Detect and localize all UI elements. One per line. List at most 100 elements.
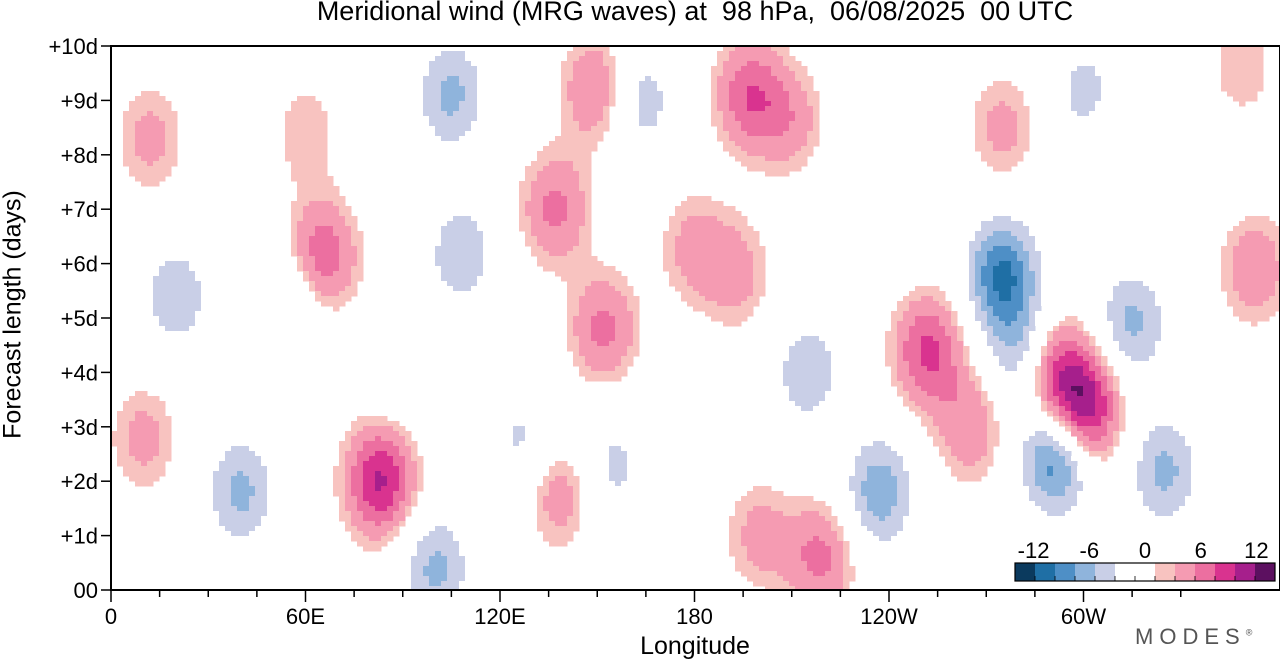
field-cell	[1059, 341, 1066, 347]
field-cell	[1089, 51, 1096, 57]
field-cell	[141, 101, 148, 107]
field-cell	[567, 301, 574, 307]
field-cell	[603, 71, 610, 77]
field-cell	[309, 101, 316, 107]
field-cell	[693, 211, 700, 217]
field-cell	[1239, 71, 1246, 77]
field-cell	[117, 431, 124, 437]
field-cell	[1005, 261, 1012, 267]
field-cell	[1029, 431, 1036, 437]
field-cell	[969, 286, 976, 292]
field-cell	[1155, 306, 1162, 312]
field-cell	[465, 281, 472, 287]
field-cell	[603, 126, 610, 132]
field-cell	[1089, 411, 1096, 417]
field-cell	[723, 246, 730, 252]
field-cell	[969, 266, 976, 272]
field-cell	[777, 376, 784, 382]
field-cell	[519, 226, 526, 232]
field-cell	[333, 221, 340, 227]
field-cell	[1017, 226, 1024, 232]
field-cell	[939, 406, 946, 412]
field-cell	[1269, 226, 1276, 232]
field-cell	[783, 146, 790, 152]
field-cell	[1227, 256, 1234, 262]
field-cell	[435, 131, 442, 137]
field-cell	[801, 421, 808, 427]
field-cell	[333, 301, 340, 307]
field-cell	[279, 296, 286, 302]
field-cell	[315, 111, 322, 117]
field-cell	[189, 246, 196, 252]
field-cell	[1263, 261, 1270, 267]
field-cell	[1095, 66, 1102, 72]
field-cell	[609, 376, 616, 382]
field-cell	[549, 186, 556, 192]
field-cell	[1029, 281, 1036, 287]
field-cell	[621, 356, 628, 362]
field-cell	[975, 316, 982, 322]
field-cell	[327, 196, 334, 202]
field-cell	[147, 136, 154, 142]
field-cell	[471, 251, 478, 257]
field-cell	[585, 276, 592, 282]
field-cell	[621, 326, 628, 332]
field-cell	[615, 361, 622, 367]
field-cell	[597, 316, 604, 322]
field-cell	[813, 321, 820, 327]
field-cell	[477, 81, 484, 87]
field-cell	[981, 111, 988, 117]
field-cell	[1185, 421, 1192, 427]
field-cell	[987, 151, 994, 157]
field-cell	[141, 286, 148, 292]
field-cell	[1113, 291, 1120, 297]
field-cell	[1071, 116, 1078, 122]
field-cell	[1059, 361, 1066, 367]
field-cell	[453, 266, 460, 272]
field-cell	[939, 366, 946, 372]
field-cell	[531, 241, 538, 247]
field-cell	[561, 221, 568, 227]
field-cell	[351, 271, 358, 277]
field-cell	[483, 221, 490, 227]
field-cell	[999, 151, 1006, 157]
field-cell	[1107, 321, 1114, 327]
field-cell	[1071, 71, 1078, 77]
field-cell	[951, 421, 958, 427]
field-cell	[1245, 226, 1252, 232]
field-cell	[327, 281, 334, 287]
field-cell	[837, 371, 844, 377]
field-cell	[945, 416, 952, 422]
field-cell	[309, 231, 316, 237]
field-cell	[1131, 326, 1138, 332]
field-cell	[459, 226, 466, 232]
field-cell	[915, 341, 922, 347]
field-cell	[477, 281, 484, 287]
field-cell	[735, 91, 742, 97]
field-cell	[1263, 231, 1270, 237]
field-cell	[1017, 316, 1024, 322]
field-cell	[819, 336, 826, 342]
field-cell	[1251, 286, 1258, 292]
field-cell	[837, 196, 844, 202]
field-cell	[1107, 276, 1114, 282]
field-cell	[825, 401, 832, 407]
field-cell	[195, 286, 202, 292]
field-cell	[123, 426, 130, 432]
field-cell	[459, 231, 466, 237]
field-cell	[1011, 121, 1018, 127]
field-cell	[1149, 276, 1156, 282]
field-cell	[807, 151, 814, 157]
field-cell	[1041, 361, 1048, 367]
field-cell	[813, 371, 820, 377]
field-cell	[747, 236, 754, 242]
field-cell	[603, 111, 610, 117]
field-cell	[1275, 271, 1280, 277]
field-cell	[849, 206, 856, 212]
field-cell	[171, 281, 178, 287]
field-cell	[441, 246, 448, 252]
field-cell	[747, 66, 754, 72]
field-cell	[357, 426, 364, 432]
field-cell	[1071, 46, 1078, 52]
field-cell	[1239, 96, 1246, 102]
